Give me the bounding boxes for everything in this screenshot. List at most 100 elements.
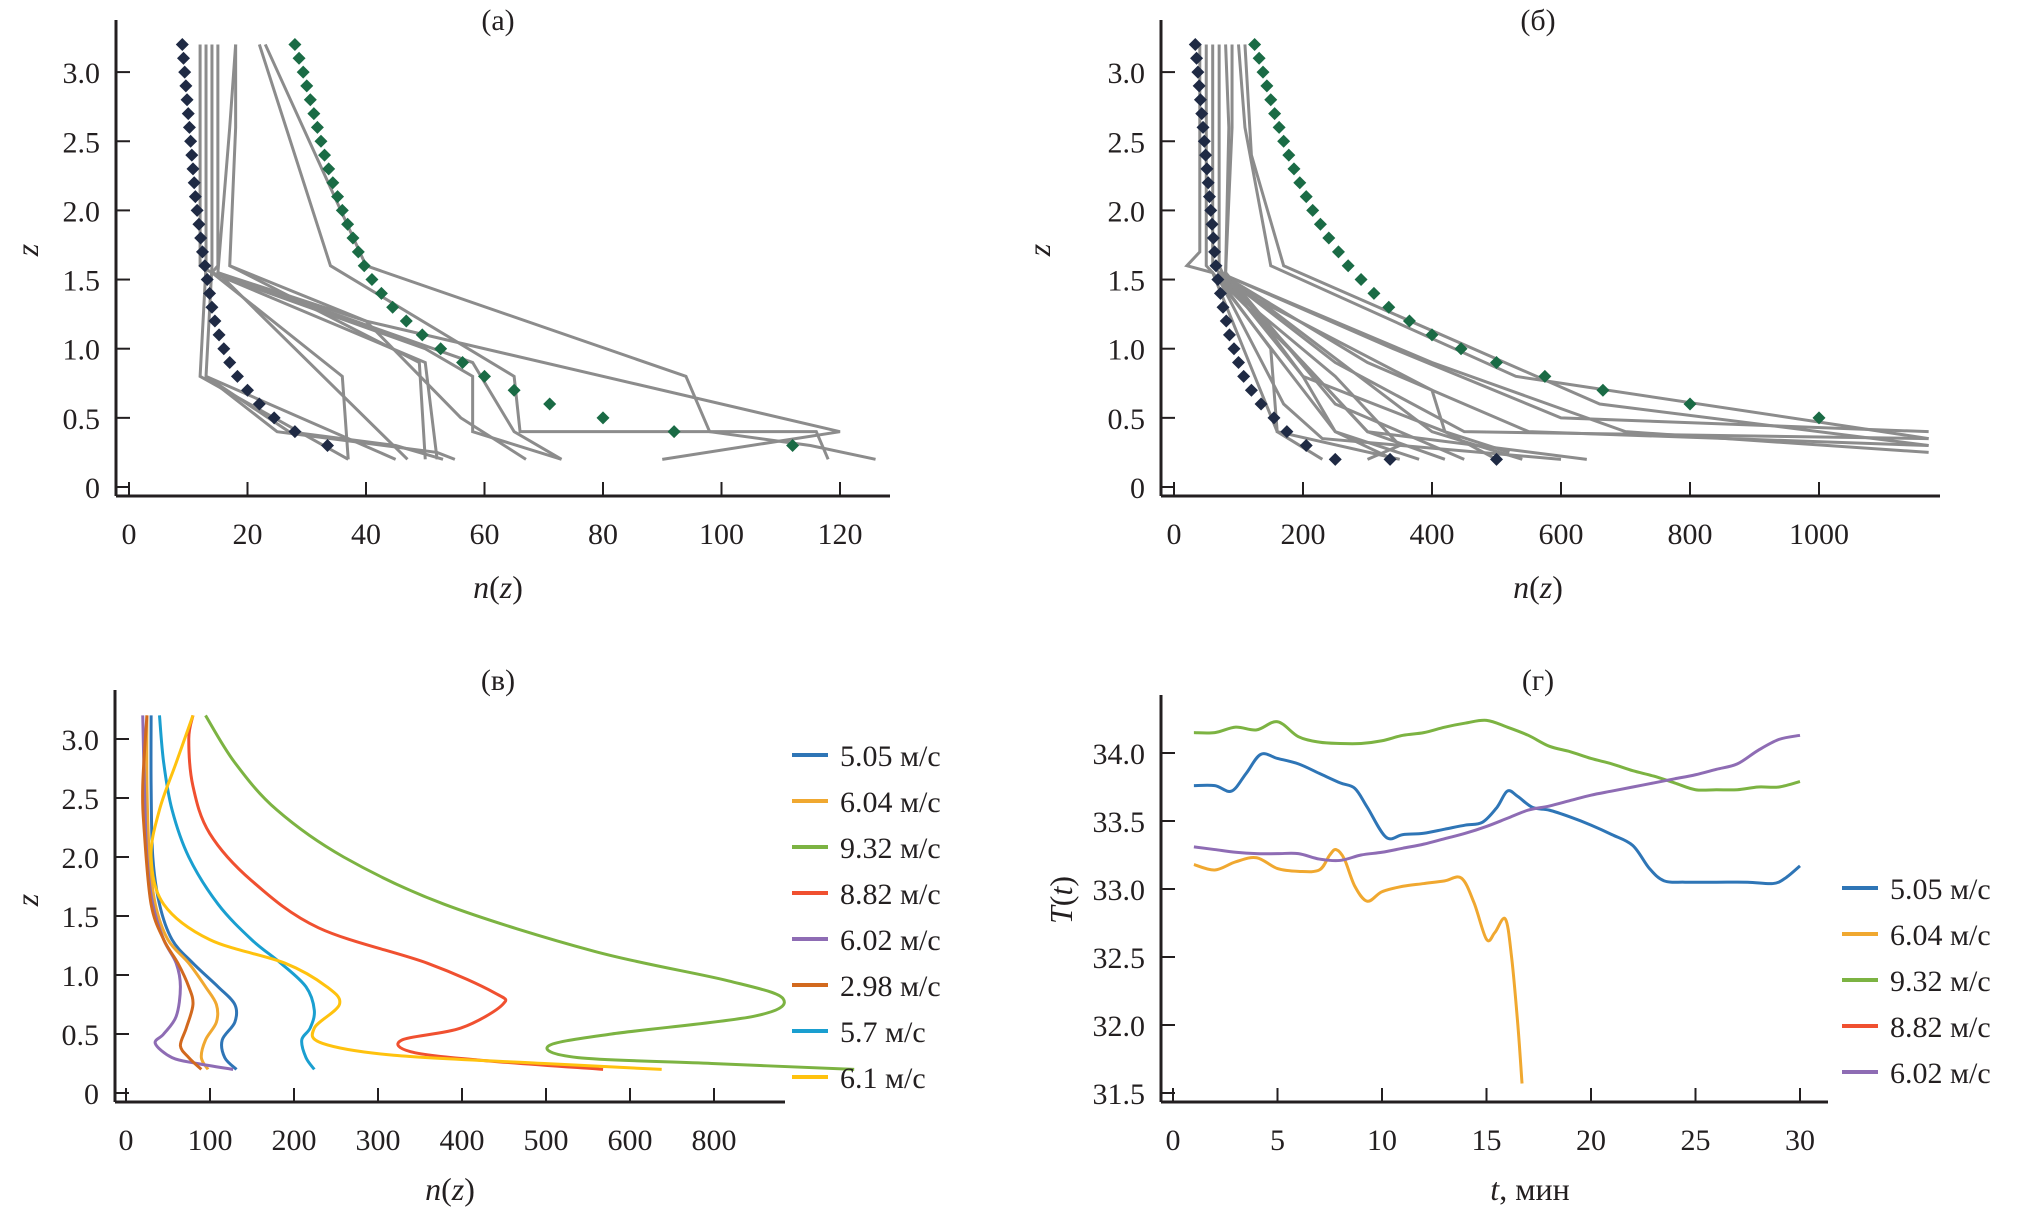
panel-c-ylabel: z xyxy=(9,893,45,907)
legend-label: 5.05 м/с xyxy=(1890,873,1991,906)
diamond-marker xyxy=(1216,300,1230,314)
legend-label: 6.02 м/с xyxy=(1890,1057,1991,1090)
diamond-marker xyxy=(351,245,365,259)
series-line xyxy=(204,714,855,1071)
panel-b-title: (б) xyxy=(1520,4,1555,37)
diamond-marker xyxy=(184,134,198,148)
y-tick-label: 1.0 xyxy=(1108,334,1146,367)
legend-label: 9.32 м/с xyxy=(840,832,941,865)
diamond-marker xyxy=(1206,231,1220,245)
diamond-marker xyxy=(1191,65,1205,79)
x-tick-label: 10 xyxy=(1367,1124,1397,1157)
legend-label: 6.1 м/с xyxy=(840,1062,926,1095)
diamond-marker xyxy=(1192,79,1206,93)
diamond-marker xyxy=(1313,217,1327,231)
series-line xyxy=(1193,847,1524,1084)
x-tick-label: 400 xyxy=(440,1124,485,1157)
diamond-marker xyxy=(185,148,199,162)
panel-d: (г) 0 5 10 15 20 25 30 31.5 32.0 32.5 33.0 33.5 34.0… xyxy=(1043,664,1991,1207)
diamond-marker xyxy=(175,37,189,51)
series-line xyxy=(1193,752,1801,886)
x-tick-label: 30 xyxy=(1785,1124,1815,1157)
profile-line xyxy=(216,44,409,461)
y-tick-label: 1.5 xyxy=(62,901,100,934)
panel-a-xlabel: n(z) xyxy=(473,569,523,605)
x-tick-label: 200 xyxy=(272,1124,317,1157)
diamond-marker xyxy=(241,383,254,397)
diamond-marker xyxy=(1282,148,1296,162)
y-tick-label: 0 xyxy=(1130,472,1145,505)
diamond-marker xyxy=(320,439,334,453)
diamond-marker xyxy=(1213,286,1227,300)
diamond-marker xyxy=(322,162,336,176)
panel-b-axes: 0 200 400 600 800 1000 0 0.5 1.0 1.5 2.0 2.5 3.0 xyxy=(1108,20,1940,551)
x-tick-label: 200 xyxy=(1281,518,1326,551)
diamond-marker xyxy=(1383,452,1397,466)
diamond-marker xyxy=(1322,231,1336,245)
diamond-marker xyxy=(1299,190,1313,204)
diamond-marker xyxy=(1596,383,1610,397)
diamond-marker xyxy=(365,273,379,287)
y-tick-label: 3.0 xyxy=(62,724,100,757)
panel-d-title: (г) xyxy=(1522,664,1554,697)
diamond-marker xyxy=(1293,176,1307,190)
panel-c-xlabel: n(z) xyxy=(425,1171,475,1207)
diamond-marker xyxy=(1264,93,1278,107)
diamond-marker xyxy=(1252,51,1266,65)
profile-line xyxy=(1204,44,1394,461)
x-tick-label: 800 xyxy=(692,1124,737,1157)
diamond-marker xyxy=(341,217,355,231)
diamond-marker xyxy=(195,245,209,259)
diamond-marker xyxy=(1195,107,1209,121)
series-line xyxy=(1193,733,1801,863)
diamond-marker xyxy=(300,79,314,93)
diamond-marker xyxy=(288,425,302,439)
diamond-marker xyxy=(1328,452,1342,466)
y-tick-label: 1.0 xyxy=(63,334,101,367)
panel-b-ylabel: z xyxy=(1021,243,1057,257)
y-tick-label: 0.5 xyxy=(63,403,101,436)
legend-label: 5.7 м/с xyxy=(840,1016,926,1049)
profile-line xyxy=(1218,271,1929,441)
x-tick-label: 0 xyxy=(1166,1124,1181,1157)
diamond-marker xyxy=(1367,286,1381,300)
diamond-marker xyxy=(1193,93,1207,107)
diamond-marker xyxy=(198,259,212,273)
diamond-marker xyxy=(307,107,321,121)
series-line xyxy=(1193,718,1801,792)
diamond-marker xyxy=(178,65,192,79)
diamond-marker xyxy=(1538,369,1552,383)
diamond-marker xyxy=(667,425,681,439)
profile-line xyxy=(1217,278,1401,461)
diamond-marker xyxy=(1237,369,1251,383)
diamond-marker xyxy=(177,51,191,65)
diamond-marker xyxy=(1248,37,1262,51)
diamond-marker xyxy=(1306,203,1320,217)
x-tick-label: 60 xyxy=(470,518,500,551)
x-tick-label: 800 xyxy=(1668,518,1713,551)
series-line xyxy=(141,715,203,1071)
y-tick-label: 2.5 xyxy=(63,126,101,159)
diamond-marker xyxy=(1812,411,1826,425)
diamond-marker xyxy=(1331,245,1345,259)
x-tick-label: 100 xyxy=(699,518,744,551)
diamond-marker xyxy=(310,120,324,134)
profile-line xyxy=(1243,44,1929,447)
diamond-marker xyxy=(1202,190,1216,204)
diamond-marker xyxy=(786,439,800,453)
diamond-marker xyxy=(1201,176,1215,190)
series-line xyxy=(145,715,220,1071)
profile-line xyxy=(1218,271,1929,454)
diamond-marker xyxy=(181,107,195,121)
y-tick-label: 2.5 xyxy=(1108,126,1146,159)
diamond-marker xyxy=(386,300,400,314)
profile-line xyxy=(1224,44,1420,461)
diamond-marker xyxy=(203,286,217,300)
diamond-marker xyxy=(478,369,491,383)
diamond-marker xyxy=(1219,314,1233,328)
y-tick-label: 3.0 xyxy=(1108,57,1146,90)
diamond-marker xyxy=(1490,356,1503,370)
diamond-marker xyxy=(331,190,345,204)
x-tick-label: 40 xyxy=(351,518,381,551)
